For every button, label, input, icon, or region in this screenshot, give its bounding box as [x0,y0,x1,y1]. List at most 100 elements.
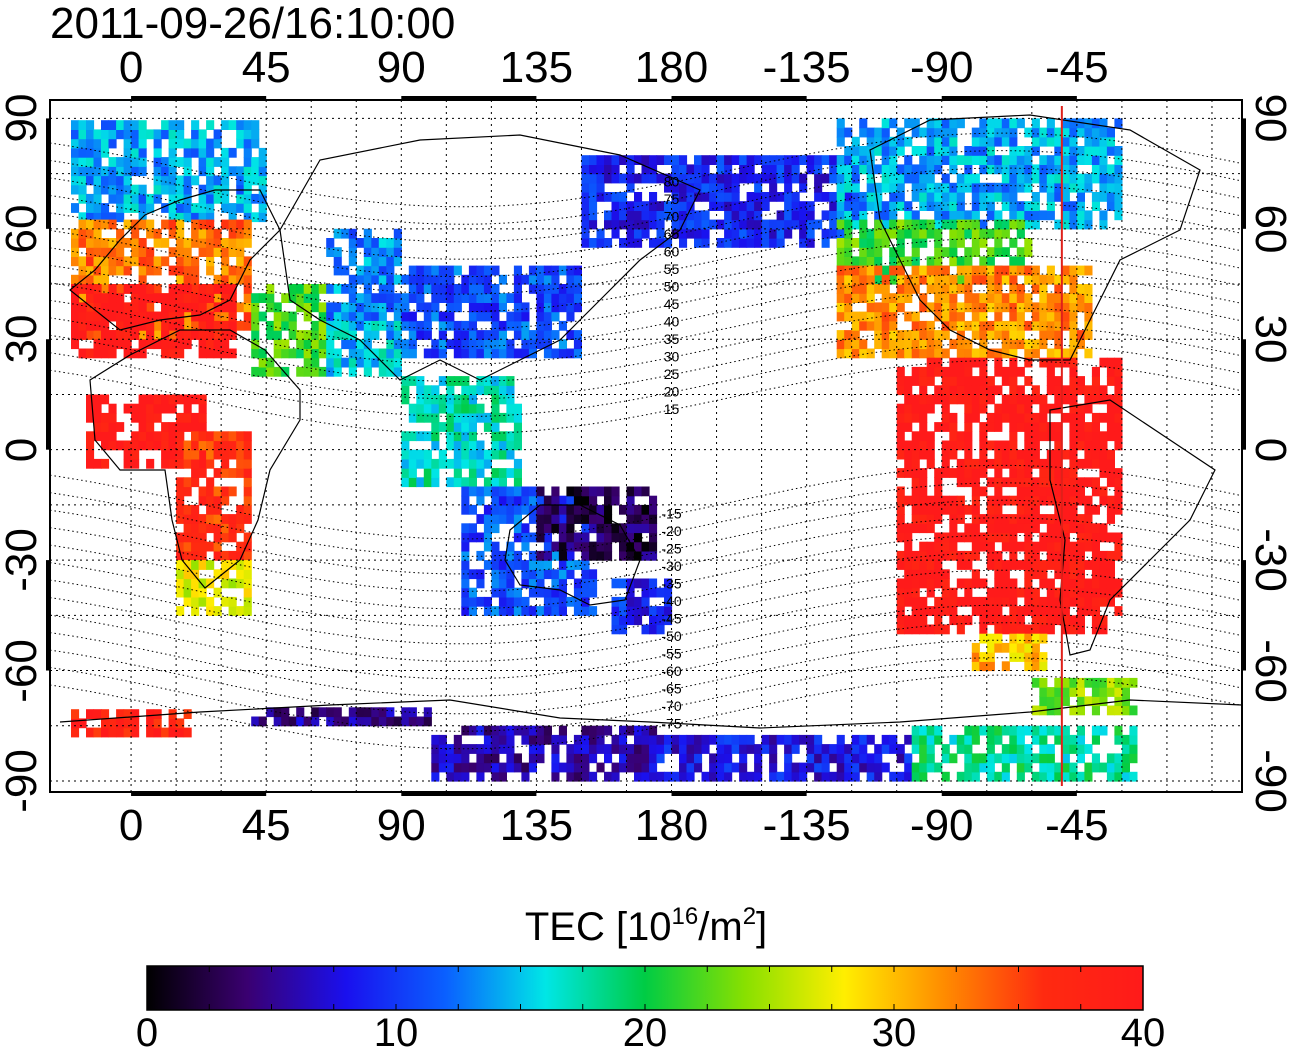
tec-cell [1031,550,1040,561]
tec-cell [108,727,117,738]
tec-cell [161,302,170,313]
tec-cell [656,624,665,635]
tec-cell [573,348,582,359]
tec-cell [386,265,395,276]
tec-cell [589,495,598,506]
tec-cell [101,718,110,729]
tec-cell [513,293,522,303]
tec-cell [986,504,995,515]
tec-cell [664,744,673,754]
tec-cell [874,192,883,202]
tec-cell [198,138,207,149]
tec-cell [874,247,883,257]
tec-cell [108,219,117,230]
tec-cell [408,376,417,386]
tec-cell [236,541,245,552]
tec-cell [116,422,125,432]
tec-cell [1054,550,1063,561]
tec-cell [341,284,350,294]
tec-cell [251,129,260,140]
tec-cell [979,118,988,129]
tec-cell [904,164,913,175]
tec-cell [153,293,162,303]
tec-cell [206,184,215,195]
tec-cell [926,155,935,165]
tec-cell [904,734,913,745]
tec-cell [919,320,928,331]
tec-cell [86,440,95,451]
tec-cell [1091,127,1100,138]
tec-cell [93,320,102,331]
tec-cell [634,155,643,165]
tec-cell [273,311,282,322]
tec-cell [1061,523,1070,534]
tec-cell [1039,514,1048,524]
tec-cell [341,320,350,331]
tec-cell [1054,293,1063,303]
tec-cell [769,155,778,165]
tec-cell [146,129,155,140]
tec-cell [581,541,590,552]
tec-cell [1106,201,1115,211]
tec-cell [746,164,755,175]
tec-cell [746,744,755,754]
tec-cell [724,173,733,184]
tec-cell [521,495,530,506]
tec-cell [573,302,582,313]
tec-cell [566,541,575,552]
tec-cell [71,166,80,177]
tec-cell [1039,210,1048,221]
tec-cell [101,256,110,267]
tec-cell [1054,385,1063,396]
tec-cell [619,606,628,616]
tec-cell [709,734,718,745]
mlat-label: -35 [661,576,681,592]
tec-cell [108,284,117,294]
tec-cell [1114,587,1123,598]
tec-cell [904,762,913,773]
tec-cell [1054,504,1063,515]
tec-cell [1009,155,1018,165]
tec-cell [1069,265,1078,276]
tec-cell [994,615,1003,626]
tec-cell [589,182,598,193]
tec-cell [679,164,688,175]
tec-cell [821,762,830,773]
tec-cell [724,762,733,773]
tec-cell [964,394,973,405]
tec-cell [438,348,447,359]
tec-cell [1054,348,1063,359]
tec-cell [423,311,432,322]
tec-cell [994,403,1003,414]
tec-cell [206,157,215,167]
tec-cell [551,587,560,598]
tec-cell [866,136,875,147]
tec-cell [949,440,958,451]
tec-cell [941,422,950,432]
tec-cell [716,744,725,754]
tec-cell [483,725,492,736]
tec-cell [844,201,853,211]
tec-cell [739,753,748,764]
tec-cell [1129,734,1138,745]
tec-cell [1106,146,1115,156]
tec-cell [116,203,125,213]
tec-cell [754,182,763,193]
tec-cell [641,771,650,782]
tec-cell [146,302,155,313]
tec-cell [1039,394,1048,405]
tec-cell [956,615,965,626]
tec-cell [836,753,845,764]
tec-cell [1084,403,1093,414]
tec-cell [161,175,170,186]
tec-cell [761,238,770,248]
tec-cell [844,274,853,285]
tec-cell [799,173,808,184]
tec-cell [446,458,455,469]
tec-cell [859,753,868,764]
tec-cell [964,403,973,414]
tec-cell [581,596,590,607]
tec-cell [964,422,973,432]
tec-cell [1001,624,1010,635]
tec-cell [1016,228,1025,239]
